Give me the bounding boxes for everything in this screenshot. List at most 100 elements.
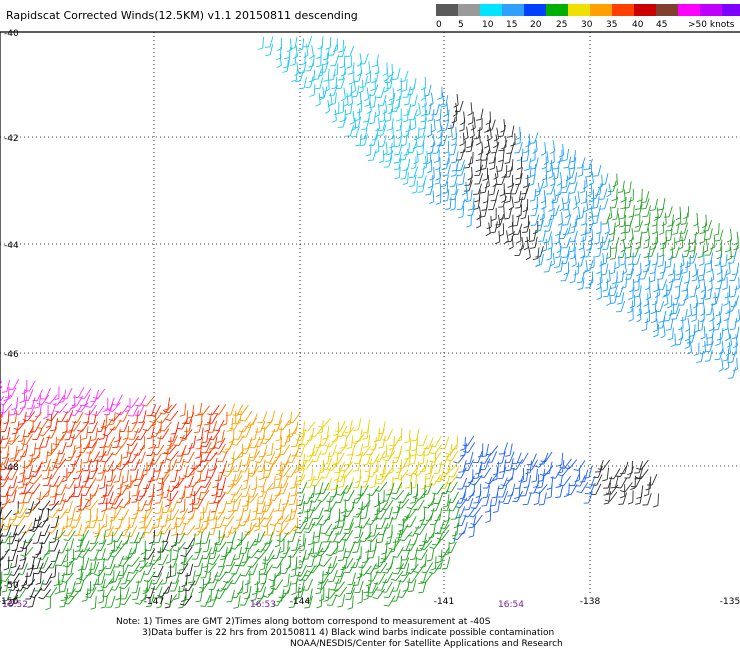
- wind-barb: [427, 482, 433, 495]
- wind-barb: [305, 434, 313, 446]
- wind-barb: [256, 532, 260, 545]
- wind-barb: [405, 548, 411, 560]
- wind-barb-flag: [379, 473, 385, 476]
- wind-barb-flag: [713, 233, 719, 236]
- wind-barb-flag: [4, 525, 10, 528]
- wind-barb-flag: [734, 287, 740, 291]
- wind-barb-flag: [276, 530, 282, 533]
- wind-barb: [188, 412, 195, 424]
- wind-barb: [122, 509, 130, 521]
- wind-barb: [25, 434, 33, 445]
- wind-barb-flag: [45, 607, 51, 611]
- wind-barb: [606, 213, 611, 224]
- wind-barb: [414, 94, 418, 106]
- wind-barb: [730, 228, 733, 241]
- wind-barb: [441, 529, 450, 540]
- wind-barb-flag: [522, 160, 528, 163]
- wind-barb-flag: [62, 479, 68, 483]
- wind-barb: [418, 127, 420, 139]
- wind-barb-flag: [300, 578, 306, 581]
- wind-barb-flag: [718, 368, 724, 372]
- wind-barb-flag: [421, 571, 427, 574]
- wind-barb: [702, 292, 706, 304]
- wind-barb: [384, 100, 388, 112]
- wind-barb: [266, 500, 273, 513]
- wind-barb-flag: [354, 80, 360, 83]
- wind-barb-flag: [140, 552, 146, 555]
- wind-barb: [292, 546, 300, 558]
- wind-barb: [460, 467, 467, 479]
- wind-barb: [218, 404, 227, 415]
- wind-barb-flag: [383, 78, 389, 82]
- wind-barb-flag: [670, 344, 676, 348]
- wind-barb: [113, 411, 116, 424]
- wind-barb: [126, 532, 131, 544]
- wind-barb: [515, 459, 523, 470]
- wind-barb-flag: [2, 528, 8, 531]
- wind-barb: [255, 587, 259, 600]
- wind-barb-flag: [580, 233, 586, 236]
- wind-barb: [622, 180, 625, 192]
- wind-barb: [419, 517, 426, 529]
- wind-barb: [567, 214, 572, 225]
- wind-barb: [509, 165, 513, 177]
- wind-barb: [371, 514, 379, 525]
- wind-barb-flag: [299, 72, 305, 74]
- wind-barb: [129, 547, 137, 559]
- wind-barb-flag: [61, 573, 67, 577]
- wind-barb-flag: [652, 505, 659, 508]
- wind-barb: [236, 404, 244, 416]
- wind-barb: [151, 452, 155, 465]
- wind-barb-flag: [401, 574, 407, 577]
- wind-barb-flag: [611, 218, 617, 221]
- wind-barb: [535, 214, 540, 226]
- wind-barb: [574, 181, 578, 193]
- wind-barb: [697, 276, 700, 288]
- wind-barb: [236, 435, 245, 446]
- wind-barb: [181, 508, 189, 520]
- wind-barb: [368, 94, 371, 106]
- wind-barb: [40, 490, 50, 501]
- wind-barb: [301, 569, 308, 581]
- wind-barb-flag: [20, 455, 26, 458]
- wind-barb: [458, 514, 460, 527]
- wind-barb-flag: [187, 581, 193, 584]
- wind-barb-flag: [610, 247, 617, 249]
- wind-barb: [521, 452, 529, 464]
- wind-barb: [357, 458, 362, 471]
- wind-barb-flag: [355, 454, 361, 457]
- wind-barb-flag: [373, 567, 379, 570]
- wind-barb: [178, 586, 180, 599]
- wind-barb: [378, 103, 380, 115]
- wind-barb: [152, 483, 155, 496]
- wind-barb: [307, 421, 316, 432]
- wind-barb: [327, 47, 330, 59]
- wind-barb-flag: [230, 422, 236, 425]
- wind-barb: [131, 515, 137, 528]
- wind-barb: [139, 490, 148, 501]
- wind-barb-flag: [479, 476, 485, 479]
- wind-barb-flag: [240, 419, 246, 422]
- wind-barb: [706, 333, 708, 345]
- wind-barb-flag: [97, 472, 103, 474]
- wind-barb-flag: [658, 321, 664, 323]
- wind-barb-flag: [342, 434, 348, 438]
- wind-barb: [155, 579, 164, 590]
- wind-barb: [705, 239, 709, 251]
- wind-barb-flag: [665, 328, 671, 331]
- wind-barb: [408, 453, 412, 466]
- wind-barb-flag: [397, 596, 403, 598]
- wind-barb: [367, 434, 371, 447]
- wind-barb: [552, 252, 555, 264]
- wind-barb-flag: [587, 193, 593, 197]
- wind-barb: [414, 547, 419, 560]
- wind-barb-flag: [364, 104, 370, 107]
- wind-barb: [105, 595, 108, 608]
- wind-barb: [684, 229, 689, 241]
- wind-barb-flag: [524, 168, 530, 171]
- wind-barb: [198, 516, 202, 529]
- wind-barb-flag: [699, 241, 705, 244]
- wind-barb-flag: [479, 462, 485, 464]
- wind-barb: [511, 222, 514, 234]
- wind-barb: [305, 459, 314, 470]
